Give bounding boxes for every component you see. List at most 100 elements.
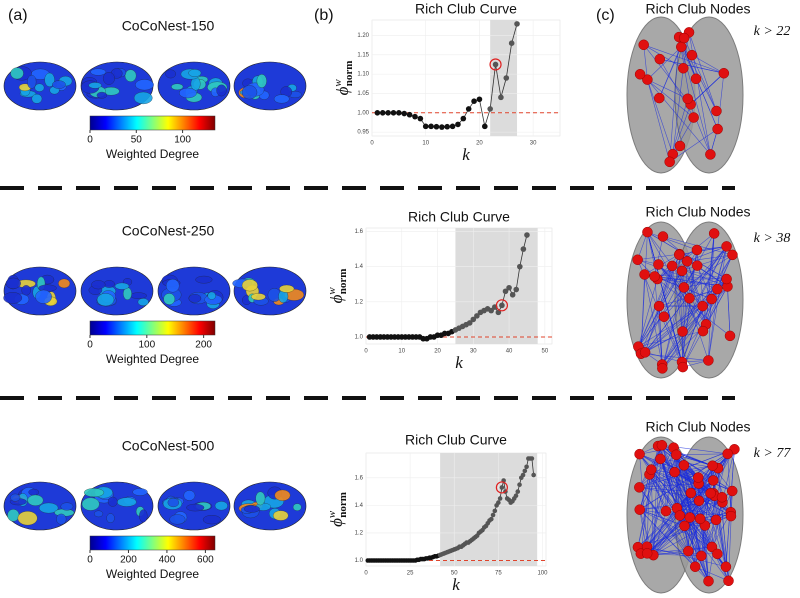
edge xyxy=(704,525,709,582)
x-tick-label: 40 xyxy=(506,349,513,355)
node xyxy=(708,228,720,239)
node xyxy=(654,92,665,104)
edge xyxy=(647,232,658,280)
parcel xyxy=(202,515,221,525)
parcel xyxy=(179,87,197,99)
edge xyxy=(672,68,684,155)
x-tick-label: 10 xyxy=(398,349,405,355)
node xyxy=(722,448,733,460)
colorbar-tick-label: 100 xyxy=(138,340,155,351)
parcel xyxy=(81,497,100,511)
colorbar-label: Weighted Degree xyxy=(106,352,199,366)
node xyxy=(674,140,686,152)
colorbar-tick-label: 50 xyxy=(131,135,143,146)
node xyxy=(703,575,714,587)
edge xyxy=(690,73,725,105)
colorbar-tick-label: 200 xyxy=(120,555,137,566)
y-label-symbol: ϕ xyxy=(327,294,346,303)
node xyxy=(686,49,698,61)
parcel xyxy=(94,510,104,518)
chart-title: Rich Club Curve xyxy=(405,432,507,448)
node xyxy=(657,363,668,374)
x-tick-label: 0 xyxy=(364,349,368,355)
highlight xyxy=(495,481,508,494)
y-label-sup: w xyxy=(326,510,338,518)
node xyxy=(681,256,693,267)
node-brain xyxy=(626,436,744,594)
parcel xyxy=(274,489,291,501)
colorbar-tick-label: 200 xyxy=(195,340,212,351)
node xyxy=(660,505,672,517)
node xyxy=(684,512,696,523)
node xyxy=(654,53,666,65)
y-label-sub: norm xyxy=(337,492,349,518)
y-tick-label: 1.6 xyxy=(355,475,364,481)
parcel xyxy=(188,294,202,303)
edge xyxy=(647,46,682,80)
point xyxy=(417,115,424,122)
node xyxy=(697,325,709,337)
edge xyxy=(646,507,678,547)
parcel xyxy=(5,277,21,289)
edge xyxy=(676,507,732,517)
node xyxy=(658,311,670,322)
edge xyxy=(669,37,680,162)
node xyxy=(642,74,653,85)
parcel xyxy=(183,490,196,501)
y-tick-label: 1.0 xyxy=(355,335,364,341)
point xyxy=(513,286,520,293)
y-tick-label: 1.6 xyxy=(355,229,364,235)
point xyxy=(520,246,527,252)
point xyxy=(449,123,456,130)
panel-label: (c) xyxy=(596,7,615,24)
edge xyxy=(673,447,689,552)
edge xyxy=(713,493,727,567)
x-tick-label: 50 xyxy=(451,571,458,577)
parcel xyxy=(241,85,258,100)
x-axis-label: k xyxy=(462,145,470,164)
edge xyxy=(687,246,727,262)
node xyxy=(696,550,707,562)
point xyxy=(470,316,477,323)
y-tick-label: 1.10 xyxy=(357,72,369,78)
parcel xyxy=(195,275,213,284)
node xyxy=(725,510,737,522)
point xyxy=(499,485,505,490)
node-brain xyxy=(626,16,744,174)
edge xyxy=(661,445,691,518)
brain-surface xyxy=(233,481,307,531)
point xyxy=(490,512,496,518)
node xyxy=(677,326,688,337)
node xyxy=(679,520,690,532)
point xyxy=(465,106,472,112)
edge xyxy=(640,469,652,554)
x-tick-label: 75 xyxy=(495,571,502,577)
y-tick-label: 1.0 xyxy=(355,558,364,564)
edge xyxy=(701,502,723,556)
node xyxy=(634,482,645,493)
edge xyxy=(674,465,713,473)
parcel xyxy=(21,285,31,296)
edge xyxy=(679,246,727,256)
threshold: k > 22 xyxy=(754,24,791,39)
edge xyxy=(647,79,674,155)
parcel xyxy=(28,488,40,496)
x-tick-label: 50 xyxy=(542,349,549,355)
parcel xyxy=(273,94,290,104)
node xyxy=(690,73,702,85)
node xyxy=(634,69,646,80)
node xyxy=(649,271,660,282)
edge xyxy=(686,261,703,307)
point xyxy=(433,123,440,130)
point xyxy=(520,472,526,478)
point xyxy=(482,123,488,130)
node xyxy=(712,283,723,295)
highlight xyxy=(489,58,502,71)
point xyxy=(531,472,536,478)
node xyxy=(684,293,695,304)
parcel xyxy=(102,72,115,85)
edge xyxy=(639,509,696,567)
point xyxy=(374,110,381,116)
node xyxy=(721,273,732,285)
